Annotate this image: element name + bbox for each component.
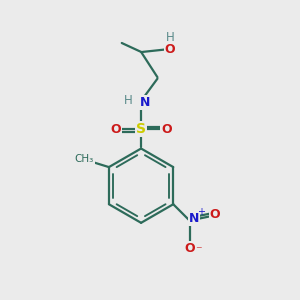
Text: ⁻: ⁻ — [195, 244, 202, 257]
Text: O: O — [184, 242, 195, 255]
Text: S: S — [136, 122, 146, 136]
Text: N: N — [189, 212, 199, 225]
Text: +: + — [197, 207, 205, 217]
Text: CH₃: CH₃ — [75, 154, 94, 164]
Text: H: H — [124, 94, 133, 106]
Text: O: O — [210, 208, 220, 221]
Text: H: H — [166, 31, 174, 44]
Text: O: O — [165, 43, 175, 56]
Text: N: N — [140, 96, 150, 109]
Text: O: O — [110, 123, 121, 136]
Text: O: O — [161, 123, 172, 136]
